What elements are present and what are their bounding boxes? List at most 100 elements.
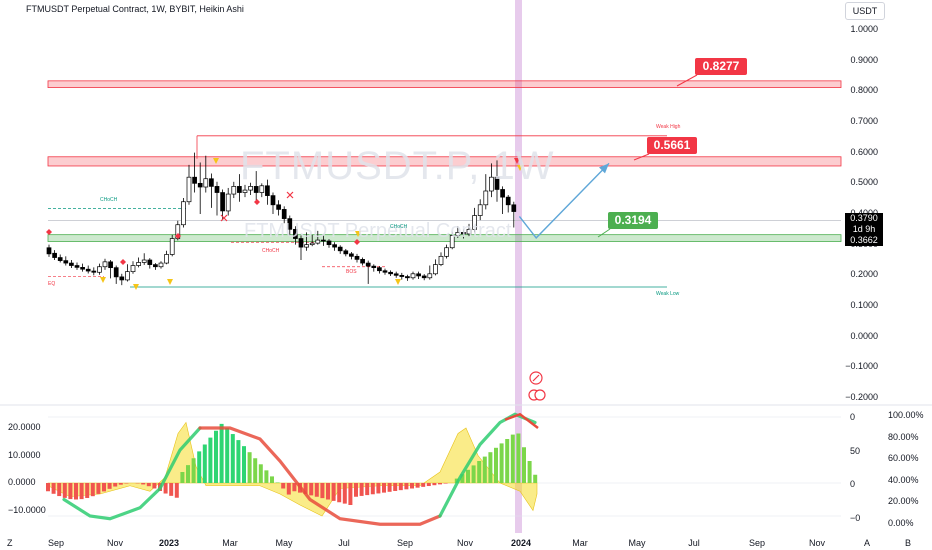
osc-histogram-bar: [180, 472, 185, 483]
osc-histogram-bar: [533, 474, 538, 483]
swing-triangle: [167, 279, 173, 285]
osc-histogram-bar: [488, 452, 493, 483]
osc-histogram-bar: [398, 483, 403, 491]
bear-candle: [220, 192, 225, 212]
bear-candle: [494, 176, 500, 190]
bear-candle: [505, 196, 511, 206]
osc-histogram-bar: [90, 483, 95, 497]
bear-candle: [74, 265, 80, 268]
bull-candle: [242, 189, 248, 193]
osc-histogram-bar: [146, 483, 151, 487]
symbol-watermark: FTMUSDT.P, 1W: [240, 144, 555, 188]
osc-histogram-bar: [57, 483, 62, 497]
osc-histogram-bar: [337, 483, 342, 503]
event-icon: [532, 374, 540, 382]
tag-pointer: [633, 153, 650, 161]
bull-candle: [410, 273, 416, 279]
bear-candle: [270, 195, 276, 206]
bull-candle: [136, 262, 141, 266]
time-tick-label: Mar: [222, 538, 238, 548]
osc-histogram-bar: [477, 461, 482, 483]
bear-candle: [287, 218, 293, 230]
osc-histogram-bar: [482, 456, 487, 483]
osc-histogram-bar: [225, 428, 230, 483]
osc-right-tick-label: 0.00%: [888, 517, 914, 528]
swing-triangle: [100, 277, 106, 283]
bull-candle: [455, 232, 461, 236]
time-tick-label: Nov: [106, 538, 124, 548]
bear-candle: [113, 267, 119, 278]
osc-histogram-bar: [247, 452, 252, 483]
osc-left-tick-label: 20.0000: [8, 422, 41, 432]
forecast-arrowhead: [599, 163, 609, 174]
bear-candle: [337, 246, 343, 252]
bear-candle: [511, 204, 517, 212]
osc-histogram-bar: [286, 483, 291, 495]
name-watermark: FTMUSDT Perpetual Contract: [244, 220, 512, 242]
price-tick-label: 1.0000: [850, 24, 878, 34]
bull-candle: [231, 186, 237, 195]
weak-high-label: Weak High: [656, 124, 681, 130]
osc-histogram-bar: [62, 483, 67, 498]
price-tick-label: 0.5000: [850, 177, 878, 188]
bull-candle: [483, 190, 489, 206]
bear-candle: [343, 250, 349, 255]
price-tick-label: 0.1000: [850, 300, 878, 310]
osc-histogram-bar: [516, 433, 521, 483]
bear-candle: [388, 271, 393, 275]
osc-histogram-bar: [46, 483, 50, 492]
signal-diamond: [46, 229, 52, 235]
osc-histogram-bar: [314, 483, 319, 497]
osc-histogram-bar: [102, 483, 106, 492]
swing-triangle: [133, 284, 139, 290]
osc-histogram-bar: [118, 483, 123, 485]
bear-candle: [192, 176, 197, 184]
osc-histogram-bar: [387, 483, 392, 492]
corner-z[interactable]: Z: [7, 538, 13, 548]
tag-pointer: [676, 74, 698, 87]
support-tag: 0.3194: [608, 212, 658, 229]
bull-candle: [427, 273, 433, 279]
osc-histogram-bar: [348, 483, 353, 505]
osc-histogram-bar: [320, 483, 325, 499]
bear-candle: [371, 265, 377, 269]
bear-candle: [237, 186, 242, 193]
resistance-zone: [47, 156, 842, 167]
bear-candle: [85, 268, 91, 272]
bull-candle: [248, 186, 253, 191]
osc-histogram-bar: [331, 483, 336, 501]
corner-a[interactable]: A: [864, 538, 871, 548]
osc-histogram-bar: [96, 483, 101, 494]
bear-candle: [265, 185, 270, 196]
osc-trend-ribbon: [198, 426, 442, 526]
osc-histogram-bar: [415, 483, 420, 488]
osc-trend-ribbon: [504, 412, 539, 429]
bear-candle: [399, 274, 405, 277]
osc-histogram-bar: [370, 483, 375, 495]
sell-cross: [220, 214, 228, 222]
bear-candle: [69, 262, 74, 266]
osc-histogram-bar: [432, 483, 437, 486]
osc-histogram-bar: [438, 483, 442, 485]
corner-b[interactable]: B: [905, 538, 912, 548]
bear-candle: [147, 259, 153, 265]
price-tick-label: 0.6000: [850, 146, 878, 157]
osc-histogram-bar: [443, 483, 448, 484]
sell-cross: [286, 191, 294, 199]
swing-triangle: [355, 231, 361, 237]
osc-histogram-bar: [505, 439, 510, 483]
price-tick-label: −0.1000: [845, 361, 878, 372]
bull-candle: [315, 239, 321, 244]
osc-histogram-bar: [376, 483, 381, 494]
osc-histogram-bar: [242, 446, 246, 483]
bear-candle: [46, 247, 52, 255]
osc-histogram-bar: [197, 451, 202, 483]
time-tick-label: May: [628, 538, 646, 548]
bull-candle: [186, 176, 192, 203]
currency-button[interactable]: USDT: [845, 2, 885, 20]
osc-histogram-bar: [74, 483, 78, 500]
osc-histogram-bar: [253, 458, 258, 483]
bull-candle: [181, 201, 186, 226]
time-tick-label: Mar: [572, 538, 588, 548]
bull-candle: [472, 215, 477, 230]
